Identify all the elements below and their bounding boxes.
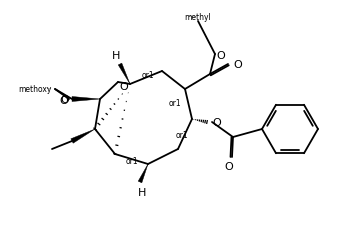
Text: methoxy: methoxy	[19, 84, 52, 93]
Text: O: O	[225, 161, 233, 171]
Text: O: O	[120, 82, 128, 92]
Text: H: H	[138, 187, 146, 197]
Polygon shape	[118, 64, 130, 85]
Text: methyl: methyl	[46, 87, 52, 88]
Text: O: O	[216, 51, 225, 61]
Polygon shape	[71, 129, 95, 144]
Text: H: H	[112, 51, 120, 61]
Text: O: O	[59, 96, 68, 106]
Polygon shape	[138, 164, 148, 183]
Text: or1: or1	[176, 130, 188, 139]
Text: methyl: methyl	[185, 12, 211, 21]
Text: or1: or1	[169, 98, 181, 107]
Text: or1: or1	[126, 157, 138, 166]
Text: O: O	[233, 60, 242, 70]
Text: O: O	[60, 94, 69, 105]
Text: or1: or1	[142, 71, 154, 80]
Text: O: O	[212, 118, 221, 128]
Text: methyl_me: methyl_me	[189, 15, 197, 17]
Polygon shape	[72, 97, 100, 102]
